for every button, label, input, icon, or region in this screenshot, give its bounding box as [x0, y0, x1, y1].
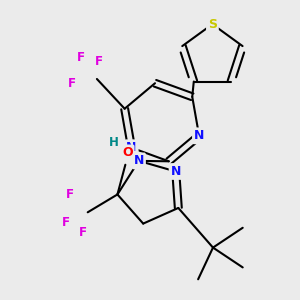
Text: N: N — [171, 165, 181, 178]
Text: O: O — [122, 146, 133, 159]
Text: N: N — [126, 141, 137, 154]
Text: N: N — [134, 154, 144, 167]
Text: F: F — [95, 55, 103, 68]
Text: F: F — [66, 188, 74, 201]
Text: F: F — [77, 51, 85, 64]
Text: H: H — [109, 136, 118, 149]
Text: F: F — [68, 77, 76, 90]
Text: F: F — [79, 226, 87, 238]
Text: S: S — [208, 18, 217, 31]
Text: N: N — [194, 129, 204, 142]
Text: F: F — [62, 216, 70, 229]
